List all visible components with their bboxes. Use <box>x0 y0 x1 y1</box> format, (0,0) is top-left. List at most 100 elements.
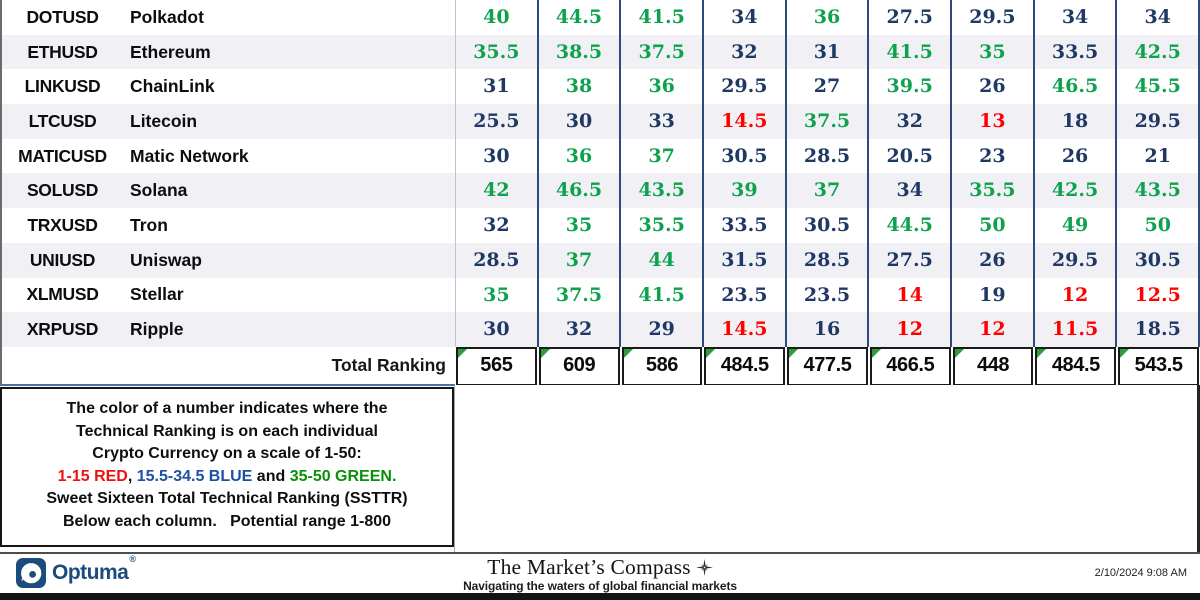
ranking-cell: 46.5 <box>539 173 622 209</box>
legend-line: Sweet Sixteen Total Technical Ranking (S… <box>2 488 452 511</box>
ranking-cell: 30.5 <box>1117 242 1200 278</box>
ranking-cell: 33.5 <box>1035 34 1118 70</box>
ticker-symbol: DOTUSD <box>26 6 99 27</box>
table-row-uniusd: UNIUSD Uniswap 28.5 37 44 31.5 28.5 27.5 26 29.5 3… <box>0 242 1200 278</box>
ranking-cell: 26 <box>952 242 1035 278</box>
ticker-symbol: SOLUSD <box>26 180 99 201</box>
ranking-cell: 27 <box>787 69 870 105</box>
ranking-cell: 41.5 <box>869 34 953 70</box>
table-row-xrpusd: XRPUSD Ripple 30 32 29 14.5 16 12 12 11.5 18.5 <box>0 312 1200 347</box>
ranking-cell: 26 <box>952 69 1035 105</box>
ranking-cell: 36 <box>787 0 870 35</box>
ranking-cell: 29.5 <box>952 0 1035 35</box>
ranking-cell: 23 <box>952 138 1035 174</box>
ranking-cell: 42 <box>455 173 539 209</box>
ranking-cell: 28.5 <box>787 138 870 174</box>
ranking-cell: 43.5 <box>1117 173 1200 209</box>
legend-text-segment: Below each column. Potential range 1-800 <box>62 512 392 530</box>
ranking-cell: 18 <box>1035 104 1118 139</box>
legend-text-segment: and <box>252 467 290 485</box>
ranking-cell: 30.5 <box>787 208 870 243</box>
ranking-cell: 31 <box>787 34 870 70</box>
ranking-cell: 35 <box>952 34 1035 70</box>
ranking-cell: 50 <box>952 208 1035 243</box>
ranking-cell: 18.5 <box>1117 312 1200 347</box>
ranking-cell: 35 <box>539 208 622 243</box>
table-row-trxusd: TRXUSD Tron 32 35 35.5 33.5 30.5 44.5 50 49 50 <box>0 208 1200 243</box>
ranking-cell: 14.5 <box>704 312 787 347</box>
ranking-cell: 12 <box>1035 277 1118 313</box>
legend-text-segment: The color of a number indicates where th… <box>66 400 388 417</box>
legend-text-segment: Sweet Sixteen Total Technical Ranking (S… <box>46 490 408 508</box>
ticker-symbol: LTCUSD <box>28 110 97 131</box>
legend-line: The color of a number indicates where th… <box>2 398 452 421</box>
total-ranking-cell: 586 <box>621 347 703 386</box>
ranking-cell: 40 <box>455 0 539 35</box>
table-row-xlmusd: XLMUSD Stellar 35 37.5 41.5 23.5 23.5 14 19 12 12.… <box>0 277 1200 313</box>
crypto-name: Tron <box>130 214 168 235</box>
footer-bar: Optuma® The Market’s Compass Navigating … <box>0 554 1200 593</box>
table-row-ethusd: ETHUSD Ethereum 35.5 38.5 37.5 32 31 41.5 35 33.5… <box>0 34 1200 70</box>
ranking-cell: 35.5 <box>952 173 1035 209</box>
ranking-cell: 42.5 <box>1117 34 1200 70</box>
ranking-cell: 32 <box>455 208 539 243</box>
table-row-ltcusd: LTCUSD Litecoin 25.5 30 33 14.5 37.5 32 13 18 29.5 <box>0 104 1200 139</box>
legend-line: Below each column. Potential range 1-800 <box>2 511 452 534</box>
ranking-cell: 29.5 <box>704 69 787 105</box>
ranking-cell: 37 <box>621 138 705 174</box>
total-ranking-cell: 477.5 <box>787 347 868 386</box>
ranking-cell: 37 <box>787 173 870 209</box>
optuma-wordmark: Optuma® <box>52 554 136 584</box>
table-row-dotusd: DOTUSD Polkadot 40 44.5 41.5 34 36 27.5 29.5 34 34 <box>0 0 1200 35</box>
ranking-cell: 44 <box>621 242 705 278</box>
ranking-cell: 38.5 <box>539 34 622 70</box>
table-left-border <box>0 0 2 386</box>
ranking-cell: 23.5 <box>704 277 787 313</box>
crypto-name: Litecoin <box>130 110 198 131</box>
ranking-cell: 37.5 <box>787 104 870 139</box>
legend-text-segment: Technical Ranking is on each individual <box>76 422 378 440</box>
ranking-cell: 46.5 <box>1035 69 1118 105</box>
footer-subtitle: Navigating the waters of global financia… <box>463 579 737 593</box>
ranking-cell: 34 <box>1035 0 1118 35</box>
ranking-cell: 23.5 <box>787 277 870 313</box>
optuma-logo: Optuma® <box>16 554 136 588</box>
ranking-cell: 36 <box>621 69 705 105</box>
ranking-cell: 30.5 <box>704 138 787 174</box>
ticker-symbol: XRPUSD <box>26 319 99 340</box>
ranking-cell: 43.5 <box>621 173 705 209</box>
crypto-name: Stellar <box>130 284 184 305</box>
trademark-symbol: ® <box>129 554 136 564</box>
ranking-cell: 12 <box>869 312 953 347</box>
ranking-cell: 37.5 <box>539 277 622 313</box>
ranking-cell: 25.5 <box>455 104 539 139</box>
ranking-cell: 37.5 <box>621 34 705 70</box>
footer-title: The Market’s Compass <box>487 555 691 579</box>
ranking-cell: 29.5 <box>1035 242 1118 278</box>
ranking-cell: 32 <box>539 312 622 347</box>
legend-text-segment: 15.5-34.5 BLUE <box>136 467 253 485</box>
total-ranking-cell: 565 <box>456 347 537 386</box>
ranking-cell: 33.5 <box>704 208 787 243</box>
ticker-symbol: ETHUSD <box>27 41 98 62</box>
total-ranking-label: Total Ranking <box>331 354 446 375</box>
compass-rose-icon <box>695 559 713 576</box>
total-ranking-row: Total Ranking 565 609 586 484.5 477.5 466.5 44… <box>0 347 1200 386</box>
crypto-name: Ripple <box>130 319 184 340</box>
ranking-cell: 12.5 <box>1117 277 1200 313</box>
ranking-cell: 28.5 <box>787 242 870 278</box>
crypto-name: Matic Network <box>130 145 249 166</box>
ranking-cell: 36 <box>539 138 622 174</box>
ticker-symbol: MATICUSD <box>18 145 107 166</box>
ranking-cell: 19 <box>952 277 1035 313</box>
ranking-cell: 31.5 <box>704 242 787 278</box>
crypto-name: Solana <box>130 180 188 201</box>
ranking-cell: 20.5 <box>869 138 953 174</box>
crypto-name: Uniswap <box>130 249 202 270</box>
ticker-symbol: LINKUSD <box>24 76 101 97</box>
ranking-cell: 41.5 <box>621 277 705 313</box>
legend-text-segment: Crypto Currency on a scale of 1-50: <box>92 445 362 463</box>
total-ranking-label-cell: Total Ranking <box>0 347 455 386</box>
ranking-cell: 39.5 <box>869 69 953 105</box>
footer-divider <box>0 552 1200 554</box>
